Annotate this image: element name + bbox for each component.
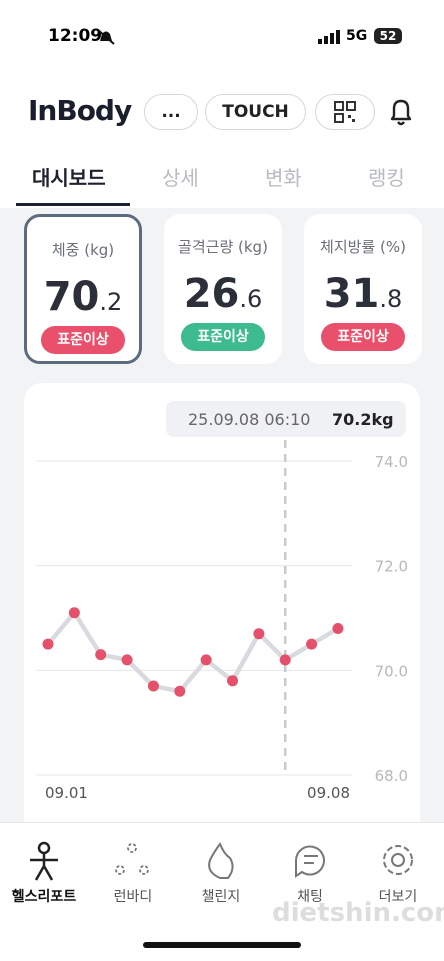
tooltip-value: 70.2kg (332, 410, 394, 429)
metric-label: 체지방률 (%) (320, 238, 406, 256)
line (46, 610, 340, 694)
bottom-nav (0, 822, 444, 961)
point (174, 685, 186, 697)
metric-value: 26.6 (164, 271, 282, 317)
nav-item[interactable]: 런바디 (113, 889, 153, 905)
point (147, 680, 159, 692)
y-tick-label: 74.0 (375, 453, 408, 471)
point (121, 654, 133, 666)
signal-icon (318, 30, 340, 44)
metric-label: 골격근량 (kg) (178, 238, 268, 256)
tab[interactable]: 변화 (265, 166, 302, 190)
metric-int: 31 (323, 271, 380, 317)
tab-active[interactable]: 대시보드 (32, 166, 106, 190)
qr-button[interactable] (315, 94, 375, 130)
point (253, 628, 265, 640)
battery: 52 (374, 28, 402, 44)
mute-icon (97, 29, 115, 45)
metric-dec: .2 (99, 288, 123, 316)
nav-icons (30, 841, 413, 881)
point (42, 638, 54, 650)
tab[interactable]: 랭킹 (368, 166, 405, 190)
metric-label: 체중 (kg) (51, 241, 115, 259)
y-tick-label: 72.0 (375, 558, 408, 576)
point (95, 649, 107, 661)
more-button[interactable]: ... (144, 94, 198, 130)
metric-card[interactable]: 체지방률 (%) 31.8 표준이상 (304, 214, 422, 364)
metric-dec: .8 (379, 285, 403, 313)
point (279, 654, 291, 666)
touch-button[interactable]: TOUCH (205, 94, 306, 130)
tab[interactable]: 상세 (162, 166, 199, 190)
qr-icon (334, 101, 356, 123)
metric-badge: 표준이상 (41, 326, 125, 354)
chart: 25.09.08 06:10 70.2kg 68.0 70.0 72.0 74.0 09… (36, 401, 408, 802)
tab-indicator (16, 203, 130, 206)
metric-badge: 표준이상 (321, 323, 405, 351)
point (332, 622, 344, 634)
x-tick-label: 09.08 (307, 784, 350, 802)
metric-int: 70 (43, 274, 100, 320)
watermark: dietshin.com (272, 898, 444, 928)
metric-dec: .6 (239, 285, 263, 313)
time: 12:09 (48, 26, 103, 46)
tooltip-date: 25.09.08 06:10 (188, 410, 310, 429)
metric-card[interactable]: 골격근량 (kg) 26.6 표준이상 (164, 214, 282, 364)
metric-card[interactable]: 체중 (kg) 70.2 표준이상 (24, 214, 142, 364)
bell-icon[interactable] (386, 96, 416, 128)
point (227, 675, 239, 687)
nav-item-active[interactable]: 헬스리포트 (11, 889, 77, 905)
chart-card (24, 383, 420, 843)
tooltip-box (166, 401, 406, 437)
home-indicator (143, 942, 301, 948)
point (200, 654, 212, 666)
metric-int: 26 (183, 271, 240, 317)
metric-value: 31.8 (304, 271, 422, 317)
y-tick-label: 68.0 (375, 767, 408, 785)
nav-item[interactable]: 더보기 (378, 889, 418, 905)
network: 5G (346, 28, 368, 44)
point (68, 607, 80, 619)
nav-item[interactable]: 챌린지 (201, 889, 241, 905)
nav-item[interactable]: 채팅 (297, 889, 323, 905)
logo: InBody (28, 94, 132, 127)
y-tick-label: 70.0 (375, 662, 408, 680)
metric-badge: 표준이상 (181, 323, 265, 351)
point (306, 638, 318, 650)
x-tick-label: 09.01 (45, 784, 88, 802)
metric-value: 70.2 (27, 274, 139, 320)
